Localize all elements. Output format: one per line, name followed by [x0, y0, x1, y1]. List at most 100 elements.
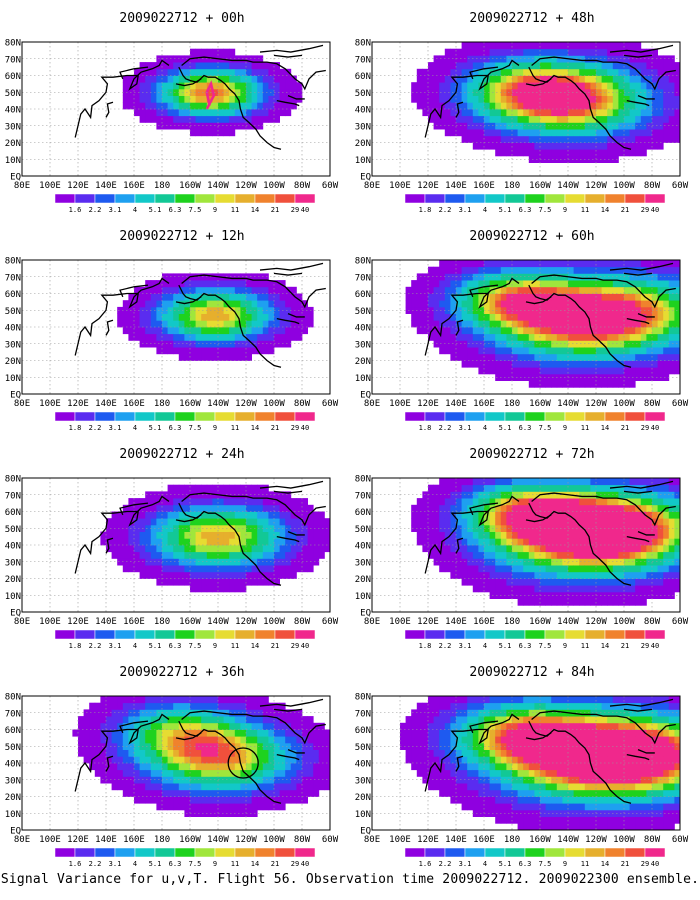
colorbar-swatch [294, 847, 316, 858]
x-tick-label: 120E [67, 617, 89, 627]
colorbar-swatch [544, 847, 566, 858]
colorbar-label: 11 [231, 424, 239, 432]
colorbar-label: 29 [641, 424, 649, 432]
colorbar-label: 40 [651, 424, 659, 432]
colorbar-swatch [94, 847, 116, 858]
x-tick-label: 180 [504, 835, 520, 845]
y-tick-label: 80N [5, 257, 21, 267]
y-tick-label: 10N [355, 592, 371, 602]
x-tick-label: 160W [529, 835, 551, 845]
y-tick-label: 20N [5, 357, 21, 367]
colorbar-swatch [464, 193, 486, 204]
panel-title: 2009022712 + 72h [469, 447, 594, 462]
colorbar-swatch [194, 847, 216, 858]
colorbar-swatch [294, 193, 316, 204]
x-tick-label: 60W [672, 399, 689, 409]
map-panel: 2009022712 + 48h EQ 10N 20N 30N 40N 50N 60N 70N 8… [355, 11, 689, 214]
colorbar-swatch [214, 193, 236, 204]
coastline [424, 262, 676, 368]
y-tick-label: 70N [5, 273, 21, 283]
x-tick-label: 80W [294, 181, 311, 191]
colorbar-swatch [154, 629, 176, 640]
colorbar-swatch [194, 411, 216, 422]
y-tick-label: 10N [355, 156, 371, 166]
colorbar: 1.6 2.2 3.1 4 5.1 6.3 7.5 9 11 14 21 29 40 [54, 193, 316, 214]
x-tick-label: 180 [154, 399, 170, 409]
colorbar-swatch [564, 193, 586, 204]
colorbar-label: 9 [213, 424, 217, 432]
x-tick-label: 60W [672, 181, 689, 191]
x-tick-label: 100W [263, 617, 285, 627]
panel-title: 2009022712 + 36h [119, 665, 244, 680]
colorbar-label: 6.3 [169, 424, 182, 432]
x-tick-label: 160E [123, 399, 145, 409]
colorbar-swatch [444, 629, 466, 640]
colorbar-label: 7.5 [539, 642, 552, 650]
y-tick-label: 40N [5, 324, 21, 334]
x-tick-label: 80E [14, 835, 30, 845]
x-tick-label: 160W [529, 399, 551, 409]
coastline [424, 44, 676, 150]
colorbar: 1.6 2.2 3.1 4 5.1 6.3 7.5 9 11 14 21 29 40 [404, 847, 666, 868]
colorbar-swatch [254, 411, 276, 422]
colorbar-swatch [134, 629, 156, 640]
colorbar-label: 2.2 [439, 206, 452, 214]
y-tick-label: 70N [5, 55, 21, 65]
colorbar-label: 5.1 [499, 860, 512, 868]
map-panel: 2009022712 + 00h EQ 10N 20N 30N 40N 50N 60N 70N 8… [5, 11, 339, 214]
map-frame [21, 477, 331, 613]
colorbar-label: 2.2 [439, 860, 452, 868]
colorbar-label: 1.8 [419, 206, 432, 214]
x-tick-label: 140W [557, 399, 579, 409]
colorbar-label: 7.5 [189, 424, 202, 432]
panel-title: 2009022712 + 48h [469, 11, 594, 26]
map-panel: 2009022712 + 12h EQ 10N 20N 30N 40N 50N 60N 70N 8… [5, 229, 339, 432]
colorbar-label: 4 [133, 424, 137, 432]
x-tick-label: 140E [95, 399, 117, 409]
y-tick-label: 70N [355, 709, 371, 719]
y-tick-label: 60N [355, 290, 371, 300]
x-tick-label: 180 [504, 617, 520, 627]
colorbar-label: 7.5 [539, 424, 552, 432]
x-tick-label: 100E [39, 835, 61, 845]
colorbar-swatch [524, 411, 546, 422]
x-tick-label: 160E [473, 399, 495, 409]
x-tick-label: 140E [445, 181, 467, 191]
colorbar-label: 1.8 [419, 642, 432, 650]
colorbar-swatch [564, 411, 586, 422]
x-tick-label: 140W [207, 835, 229, 845]
colorbar-label: 3.1 [459, 206, 472, 214]
variance-field [117, 273, 314, 361]
colorbar-label: 40 [651, 860, 659, 868]
coastline [74, 480, 326, 586]
colorbar-label: 29 [641, 860, 649, 868]
colorbar-label: 6.3 [169, 860, 182, 868]
map-panel: 2009022712 + 72h EQ 10N 20N 30N 40N 50N 60N 70N 8… [355, 447, 689, 650]
colorbar: 1.8 2.2 3.1 4 5.1 6.3 7.5 9 11 14 21 29 40 [404, 629, 666, 650]
x-tick-label: 120W [585, 835, 607, 845]
variance-field [411, 478, 680, 606]
colorbar-label: 6.3 [519, 424, 532, 432]
y-tick-label: 50N [355, 89, 371, 99]
y-tick-label: 20N [355, 575, 371, 585]
colorbar-swatch [254, 847, 276, 858]
colorbar-label: 4 [483, 860, 487, 868]
colorbar-swatch [94, 193, 116, 204]
y-tick-label: 70N [5, 709, 21, 719]
x-tick-label: 160E [473, 617, 495, 627]
x-tick-label: 120E [417, 617, 439, 627]
x-tick-label: 80W [644, 399, 661, 409]
colorbar-swatch [194, 193, 216, 204]
colorbar-swatch [214, 629, 236, 640]
x-tick-label: 100E [389, 835, 411, 845]
x-tick-label: 80E [364, 617, 380, 627]
colorbar-label: 4 [483, 424, 487, 432]
colorbar-swatch [564, 847, 586, 858]
y-tick-label: 20N [5, 793, 21, 803]
x-tick-label: 140E [445, 617, 467, 627]
colorbar-label: 4 [483, 206, 487, 214]
colorbar-swatch [484, 411, 506, 422]
colorbar-swatch [134, 847, 156, 858]
colorbar-swatch [644, 411, 666, 422]
flight-track [205, 80, 216, 110]
